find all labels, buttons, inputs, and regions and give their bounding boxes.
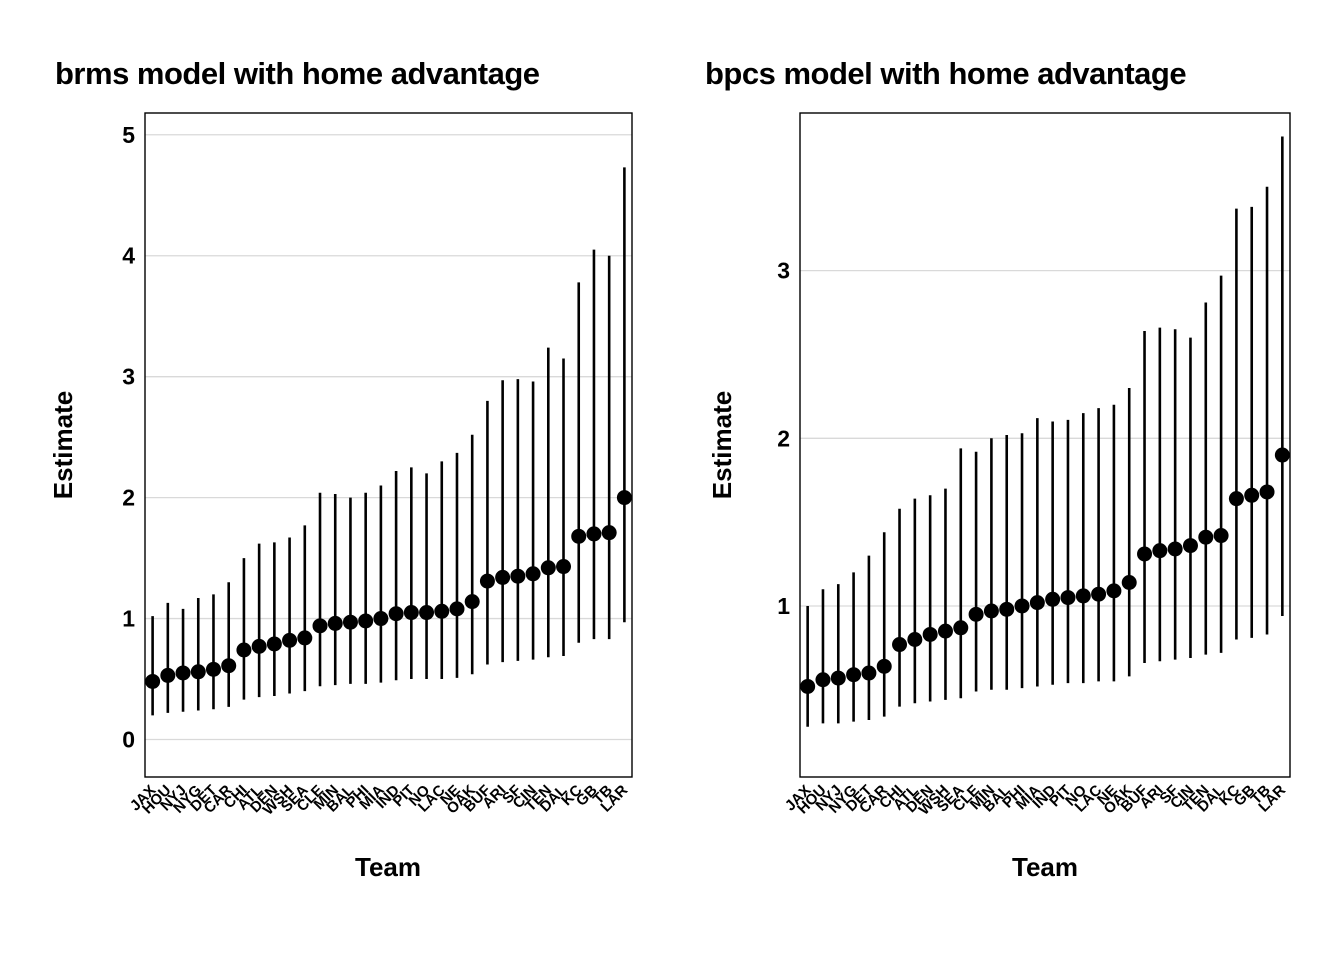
estimate-point <box>358 613 374 629</box>
estimate-point <box>312 618 328 634</box>
estimate-point <box>861 665 877 681</box>
y-tick-label: 2 <box>122 485 135 511</box>
estimate-point <box>266 636 282 652</box>
y-tick-label: 1 <box>777 593 790 619</box>
estimate-point <box>297 630 313 646</box>
estimate-point <box>601 525 617 541</box>
estimate-point <box>236 642 252 658</box>
estimate-point <box>616 490 632 506</box>
estimate-point <box>892 637 908 653</box>
estimate-point <box>342 614 358 630</box>
estimate-point <box>983 603 999 619</box>
estimate-point <box>1274 447 1290 463</box>
x-axis-label-bpcs: Team <box>1012 852 1078 882</box>
estimate-point <box>1014 598 1030 614</box>
estimate-point <box>1091 586 1107 602</box>
estimate-point <box>876 658 892 674</box>
estimate-point <box>495 569 511 585</box>
estimate-point <box>1106 583 1122 599</box>
chart-title-bpcs: bpcs model with home advantage <box>705 56 1186 91</box>
estimate-point <box>1228 491 1244 507</box>
estimate-point <box>1137 546 1153 562</box>
estimate-point <box>937 623 953 639</box>
estimate-point <box>846 667 862 683</box>
estimate-point <box>449 601 465 617</box>
estimate-point <box>922 626 938 642</box>
estimate-point <box>1060 590 1076 606</box>
estimate-point <box>1167 541 1183 557</box>
estimate-point <box>1121 574 1137 590</box>
panel-border <box>799 112 1291 778</box>
estimate-point <box>1259 484 1275 500</box>
estimate-point <box>1029 595 1045 611</box>
estimate-point <box>1244 487 1260 503</box>
estimate-point <box>999 601 1015 617</box>
y-tick-label: 5 <box>122 122 135 148</box>
estimate-point <box>953 620 969 636</box>
estimate-point <box>145 673 161 689</box>
estimate-point <box>205 661 221 677</box>
estimate-point <box>815 672 831 688</box>
estimate-point <box>160 667 176 683</box>
estimate-point <box>1152 543 1168 559</box>
estimate-point <box>419 605 435 621</box>
y-tick-label: 1 <box>122 606 135 632</box>
y-tick-label: 3 <box>122 364 135 390</box>
chart-bpcs: bpcs model with home advantage Estimate … <box>705 56 1291 882</box>
estimate-point <box>586 526 602 542</box>
x-axis-label-brms: Team <box>355 852 421 882</box>
estimate-point <box>434 603 450 619</box>
y-tick-label: 3 <box>777 258 790 284</box>
estimate-point <box>190 664 206 680</box>
chart-title-brms: brms model with home advantage <box>55 56 540 91</box>
plot-panel-bpcs: 123JAXHOUNYJNYGDETCARCHIATLDENWSHSEACLEM… <box>777 112 1291 819</box>
estimate-point <box>571 528 587 544</box>
estimate-point <box>464 594 480 610</box>
chart-brms: brms model with home advantage Estimate … <box>48 56 633 882</box>
estimate-point <box>251 638 267 654</box>
estimate-point <box>327 615 343 631</box>
estimate-point <box>556 559 572 575</box>
estimate-point <box>1075 588 1091 604</box>
estimate-point <box>479 573 495 589</box>
y-tick-label: 4 <box>122 243 135 269</box>
estimate-point <box>1045 591 1061 607</box>
estimate-point <box>800 678 816 694</box>
estimate-point <box>175 665 191 681</box>
y-tick-label: 2 <box>777 425 790 451</box>
estimate-point <box>221 658 237 674</box>
y-axis-label-bpcs: Estimate <box>707 391 737 499</box>
panel-border <box>144 112 633 778</box>
estimate-point <box>1198 529 1214 545</box>
estimate-point <box>907 632 923 648</box>
estimate-point <box>510 568 526 584</box>
estimate-point <box>830 670 846 686</box>
estimate-point <box>1182 538 1198 554</box>
estimate-point <box>1213 528 1229 544</box>
estimate-point <box>968 606 984 622</box>
estimate-point <box>373 611 389 627</box>
estimate-point <box>282 632 298 648</box>
estimate-point <box>540 560 556 576</box>
y-tick-label: 0 <box>122 727 135 753</box>
plot-panel-brms: 012345JAXHOUNYJNYGDETCARCHIATLDENWSHSEAC… <box>122 112 633 819</box>
estimate-point <box>388 606 404 622</box>
estimate-point <box>525 566 541 582</box>
estimate-point <box>403 605 419 621</box>
y-axis-label-brms: Estimate <box>48 391 78 499</box>
